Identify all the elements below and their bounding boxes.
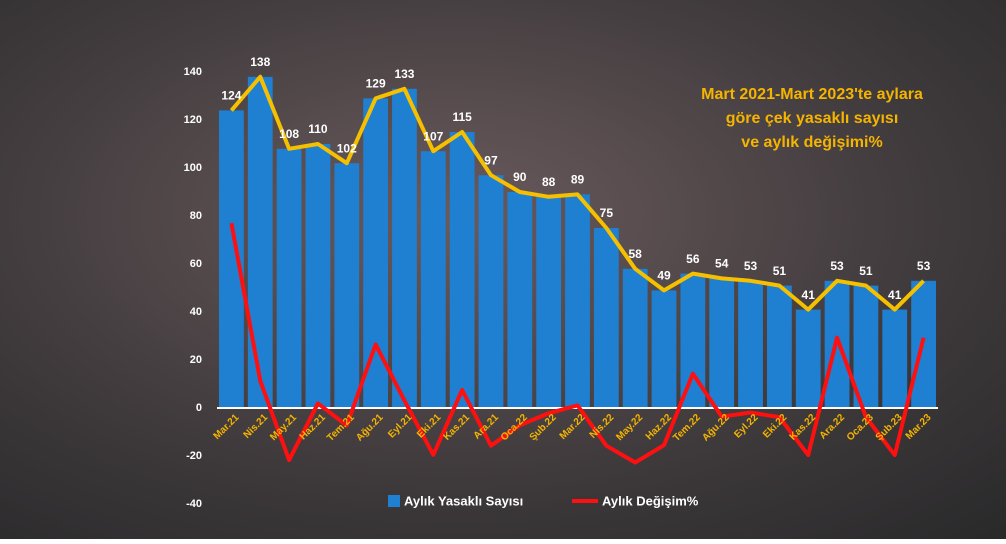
data-label: 58 — [629, 247, 643, 261]
data-label: 53 — [917, 259, 931, 273]
bar — [276, 148, 302, 409]
bar — [651, 290, 677, 408]
bar — [478, 175, 504, 408]
data-label: 129 — [366, 77, 386, 91]
data-label: 115 — [452, 110, 472, 124]
data-label: 49 — [657, 269, 671, 283]
bar — [247, 76, 273, 409]
y-tick-label: 100 — [184, 162, 202, 174]
chart-title: Mart 2021-Mart 2023'te aylara göre çek y… — [701, 86, 923, 151]
data-label: 107 — [423, 129, 443, 143]
data-label: 56 — [686, 252, 700, 266]
data-label: 133 — [394, 67, 414, 81]
data-label: 51 — [773, 264, 787, 278]
bar — [449, 132, 475, 408]
data-label: 53 — [744, 259, 758, 273]
bar — [882, 309, 908, 408]
bar — [420, 151, 446, 408]
title-line: göre çek yasaklı sayısı — [726, 110, 899, 127]
data-label: 110 — [308, 122, 328, 136]
data-label: 51 — [859, 264, 873, 278]
bar — [334, 163, 360, 408]
bar — [536, 196, 562, 408]
bar — [219, 110, 244, 409]
title-line: Mart 2021-Mart 2023'te aylara — [701, 86, 923, 103]
y-tick-label: 40 — [190, 306, 202, 318]
y-tick-label: 80 — [190, 210, 202, 222]
bar — [593, 228, 619, 408]
data-label: 89 — [571, 173, 585, 187]
y-tick-label: -40 — [186, 498, 202, 510]
bar — [305, 144, 331, 408]
y-tick-label: -20 — [186, 450, 202, 462]
bar — [795, 309, 821, 408]
y-tick-label: 120 — [184, 114, 202, 126]
bar — [507, 192, 533, 408]
title-line: ve aylık değişimi% — [741, 134, 882, 151]
data-label: 41 — [888, 288, 902, 302]
y-tick-label: 0 — [196, 402, 202, 414]
bar — [766, 285, 792, 408]
bar — [392, 88, 417, 409]
data-label: 53 — [830, 259, 844, 273]
y-tick-label: 60 — [190, 258, 202, 270]
data-label: 138 — [250, 55, 270, 69]
data-label: 102 — [337, 141, 357, 155]
bar — [853, 285, 879, 408]
data-label: 54 — [715, 257, 729, 271]
data-label: 75 — [600, 206, 614, 220]
data-label: 41 — [802, 288, 816, 302]
bar — [565, 194, 590, 408]
data-label: 90 — [513, 170, 527, 184]
data-label: 124 — [221, 89, 241, 103]
bar — [622, 268, 648, 408]
y-tick-label: 140 — [184, 66, 202, 78]
bar — [709, 278, 735, 408]
line — [229, 222, 926, 465]
legend-label: Aylık Değişim% — [602, 493, 699, 508]
legend-label: Aylık Yasaklı Sayısı — [404, 493, 523, 508]
data-label: 88 — [542, 175, 556, 189]
data-label: 97 — [484, 153, 498, 167]
bar — [738, 280, 763, 408]
data-label: 108 — [279, 127, 299, 141]
y-tick-label: 20 — [190, 354, 202, 366]
line — [229, 74, 925, 312]
legend-swatch — [388, 495, 400, 507]
